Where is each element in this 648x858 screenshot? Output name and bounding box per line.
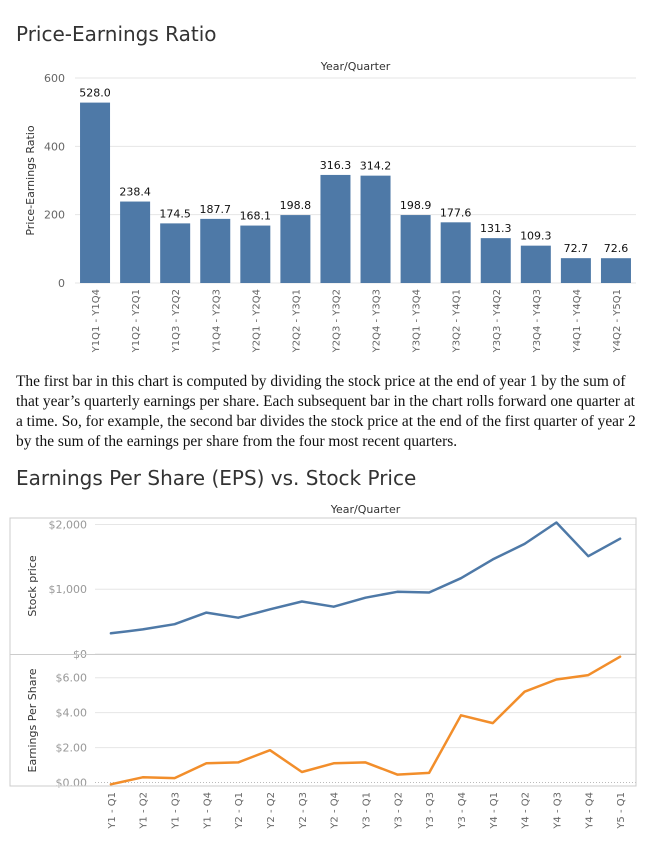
x-tick-label: Y5 - Q1 <box>616 792 627 830</box>
bar <box>480 238 511 283</box>
y-axis-title: Price-Earnings Ratio <box>24 125 37 236</box>
x-tick-label: Y2 - Q2 <box>266 792 277 830</box>
y-tick-label: $1,000 <box>49 583 88 596</box>
bar <box>160 223 191 283</box>
x-tick-label: Y2 - Q4 <box>330 792 341 830</box>
x-tick-label: Y2 - Q1 <box>234 792 245 830</box>
bar <box>560 258 591 283</box>
x-tick-label: Y2 - Q3 <box>298 792 309 830</box>
x-tick-label: Y3Q1 - Y3Q4 <box>412 289 423 353</box>
y-axis-title: Earnings Per Share <box>26 668 39 772</box>
data-label: 109.3 <box>520 230 552 243</box>
bar <box>120 201 151 283</box>
series-line <box>109 655 622 786</box>
bar <box>440 222 471 283</box>
y-tick-label: $4.00 <box>56 707 88 720</box>
x-tick-label: Y4Q1 - Y4Q4 <box>572 289 583 353</box>
bar <box>320 174 351 283</box>
pe-chart-title: Price-Earnings Ratio <box>16 22 217 46</box>
bar <box>600 258 631 283</box>
x-tick-label: Y1 - Q3 <box>171 792 182 830</box>
x-tick-label: Y4 - Q2 <box>521 792 532 830</box>
data-label: 72.7 <box>564 242 589 255</box>
data-label: 316.3 <box>320 159 352 172</box>
data-label: 187.7 <box>200 203 232 216</box>
bar <box>360 175 391 283</box>
x-tick-label: Y3 - Q4 <box>457 792 468 830</box>
y-tick-label: 0 <box>58 277 65 290</box>
data-label: 528.0 <box>79 87 111 100</box>
chart-description: The first bar in this chart is computed … <box>16 373 636 450</box>
x-tick-label: Y4 - Q1 <box>489 792 500 830</box>
x-tick-label: Y3 - Q1 <box>362 792 373 830</box>
x-tick-label: Y2Q2 - Y3Q1 <box>291 289 302 353</box>
y-tick-label: 400 <box>44 140 65 153</box>
pe-ratio-chart: Year/Quarter Price-Earnings Ratio 0 200 400 6… <box>24 60 636 353</box>
y-axis-title: Stock price <box>26 555 39 617</box>
x-tick-label: Y4 - Q4 <box>584 792 595 830</box>
x-tick-label: Y1 - Q4 <box>202 792 213 830</box>
x-tick-label: Y1Q4 - Y2Q3 <box>211 289 222 353</box>
x-tick-label: Y3Q3 - Y4Q2 <box>492 289 503 353</box>
x-tick-label: Y1 - Q2 <box>139 792 150 830</box>
chart-frame <box>9 517 637 787</box>
bar <box>520 245 551 283</box>
x-tick-label: Y3Q2 - Y4Q1 <box>452 289 463 353</box>
bar <box>280 215 311 283</box>
data-label: 174.5 <box>159 207 191 220</box>
x-tick-label: Y1Q2 - Y2Q1 <box>131 289 142 353</box>
y-tick-label: $2,000 <box>49 518 88 531</box>
x-tick-label: Y1Q3 - Y2Q2 <box>171 289 182 353</box>
x-tick-label: Y2Q1 - Y2Q4 <box>251 289 262 353</box>
data-label: 177.6 <box>440 206 472 219</box>
x-axis-title: Year/Quarter <box>320 60 391 73</box>
x-tick-label: Y3 - Q3 <box>425 792 436 830</box>
y-tick-label: $6.00 <box>56 672 88 685</box>
x-tick-label: Y4Q2 - Y5Q1 <box>612 289 623 353</box>
y-tick-label: $0.00 <box>56 777 88 790</box>
x-tick-label: Y1 - Q1 <box>107 792 118 830</box>
data-label: 72.6 <box>604 242 629 255</box>
data-label: 314.2 <box>360 160 392 173</box>
bar <box>80 102 111 283</box>
bar <box>240 225 271 283</box>
x-tick-label: Y2Q4 - Y3Q3 <box>372 289 383 353</box>
x-axis-title: Year/Quarter <box>330 503 401 516</box>
x-tick-label: Y3 - Q2 <box>393 792 404 830</box>
x-tick-label: Y4 - Q3 <box>552 792 563 830</box>
bar <box>400 215 431 283</box>
data-label: 238.4 <box>119 186 151 199</box>
data-label: 198.8 <box>280 199 312 212</box>
data-label: 198.9 <box>400 199 432 212</box>
series-line <box>109 521 622 635</box>
data-label: 168.1 <box>240 210 272 223</box>
y-tick-label: 600 <box>44 72 65 85</box>
y-tick-label: $2.00 <box>56 742 88 755</box>
bar <box>200 218 231 283</box>
eps-chart-title: Earnings Per Share (EPS) vs. Stock Price <box>16 466 417 490</box>
y-tick-label: 200 <box>44 209 65 222</box>
data-label: 131.3 <box>480 222 512 235</box>
x-tick-label: Y2Q3 - Y3Q2 <box>331 289 342 353</box>
x-tick-label: Y3Q4 - Y4Q3 <box>532 289 543 353</box>
x-tick-label: Y1Q1 - Y1Q4 <box>91 289 102 353</box>
